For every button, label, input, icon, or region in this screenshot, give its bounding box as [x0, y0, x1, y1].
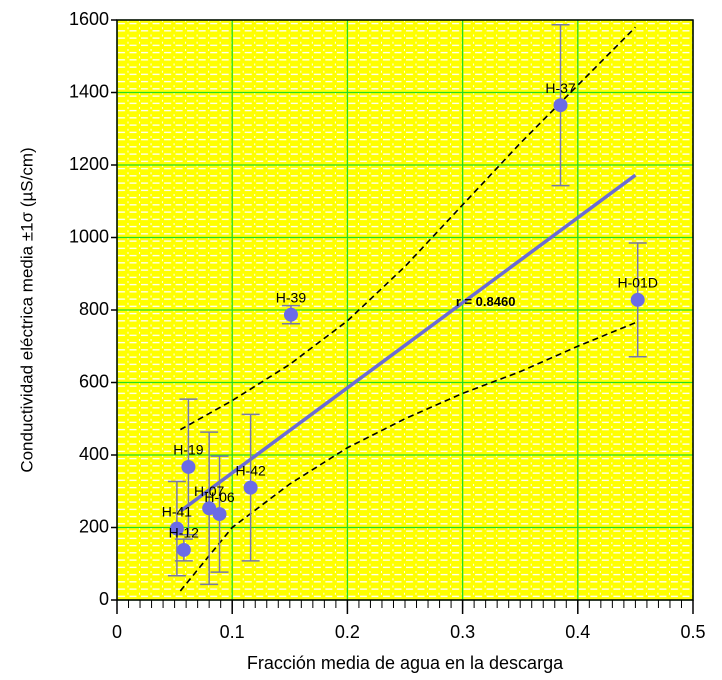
point-label: H-39	[276, 289, 307, 305]
y-tick-label: 1200	[69, 154, 109, 174]
point	[243, 480, 258, 495]
point-label: H-19	[173, 442, 204, 458]
y-tick-label: 200	[79, 516, 109, 536]
y-tick-label: 1000	[69, 226, 109, 246]
point-label: H-41	[162, 503, 193, 519]
point	[630, 292, 645, 307]
x-tick-label: 0.3	[450, 622, 475, 642]
x-tick-label: 0.2	[335, 622, 360, 642]
plot-border	[116, 19, 694, 601]
x-axis-label: Fracción media de agua en la descarga	[247, 653, 564, 673]
fit-line	[179, 173, 637, 513]
x-tick-label: 0.4	[565, 622, 590, 642]
y-axis-label: Conductividad eléctrica media ±1σ (µS/cm…	[17, 147, 36, 472]
x-tick-label: 0	[112, 622, 122, 642]
point-label: H-06	[204, 489, 235, 505]
point-label: H-01D	[617, 275, 657, 291]
point	[202, 501, 217, 516]
x-tick-label: 0.5	[680, 622, 705, 642]
point	[283, 307, 298, 322]
y-tick-label: 400	[79, 444, 109, 464]
y-tick-label: 800	[79, 299, 109, 319]
point	[181, 459, 196, 474]
x-tick-label: 0.1	[220, 622, 245, 642]
y-tick-label: 1600	[69, 9, 109, 29]
y-tick-label: 1400	[69, 81, 109, 101]
point-label: H-42	[235, 462, 266, 478]
point-label: H-12	[169, 525, 200, 541]
confidence-band	[179, 321, 636, 592]
plot-layer: 0 0.1 0.2 0.3 0.4 0.5 0 200 400 600 800 1000 1200 140…	[69, 9, 706, 642]
y-tick-label: 0	[99, 589, 109, 609]
point-label: H-37	[545, 80, 576, 96]
annotation: r = 0.8460	[456, 294, 516, 309]
point	[553, 98, 568, 113]
point-label: H-07	[194, 483, 225, 499]
y-tick-label: 600	[79, 371, 109, 391]
point	[212, 507, 227, 522]
point	[169, 521, 184, 536]
point	[176, 542, 191, 557]
